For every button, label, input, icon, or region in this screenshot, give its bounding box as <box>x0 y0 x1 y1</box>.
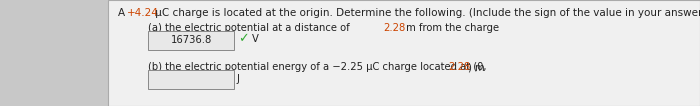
Text: ✓: ✓ <box>238 33 248 45</box>
Text: 2.28: 2.28 <box>448 62 470 72</box>
Text: +4.24: +4.24 <box>127 8 159 18</box>
Text: 16736.8: 16736.8 <box>172 35 213 45</box>
Text: ) m: ) m <box>468 62 484 72</box>
Text: 2.28: 2.28 <box>383 23 405 33</box>
FancyBboxPatch shape <box>148 31 234 50</box>
FancyBboxPatch shape <box>148 70 234 89</box>
Text: (b) the electric potential energy of a −2.25 μC charge located at (0,: (b) the electric potential energy of a −… <box>148 62 489 72</box>
Text: (a) the electric potential at a distance of: (a) the electric potential at a distance… <box>148 23 353 33</box>
Text: m from the charge: m from the charge <box>403 23 499 33</box>
Text: A: A <box>118 8 128 18</box>
Text: V: V <box>252 34 259 44</box>
Text: μC charge is located at the origin. Determine the following. (Include the sign o: μC charge is located at the origin. Dete… <box>152 8 700 18</box>
FancyBboxPatch shape <box>108 0 700 106</box>
Text: J: J <box>237 74 240 84</box>
